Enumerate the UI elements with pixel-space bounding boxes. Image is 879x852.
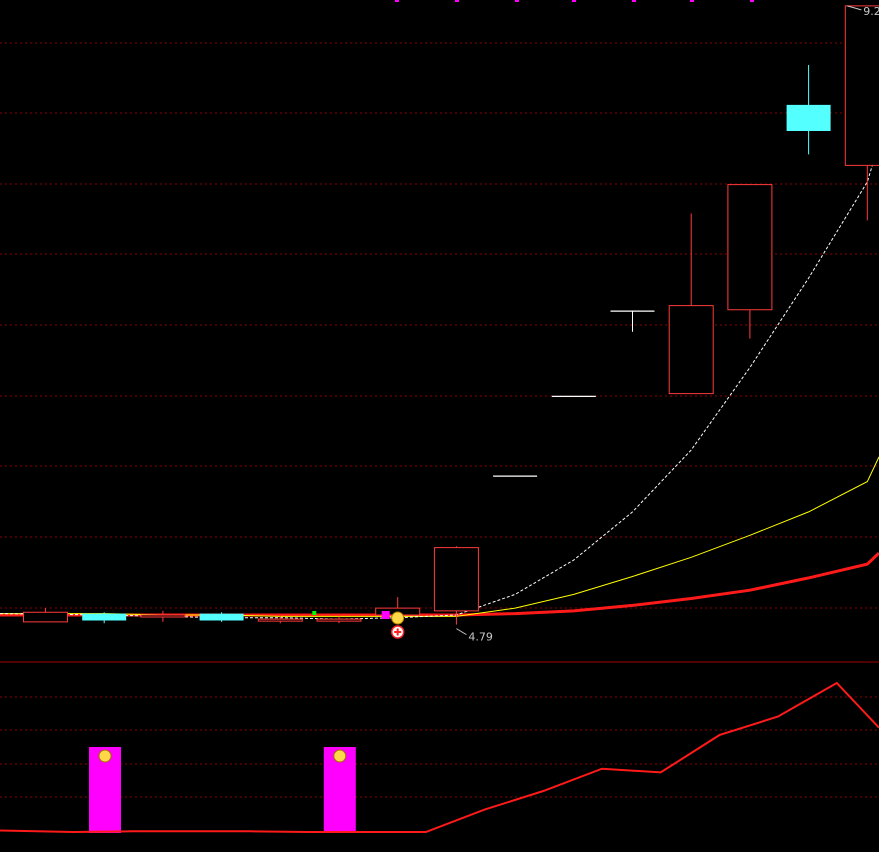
candle-body	[844, 5, 879, 166]
candle-body	[433, 547, 479, 612]
ma-fast-line	[0, 143, 879, 620]
candle-body	[727, 184, 773, 311]
candle	[786, 65, 831, 155]
top-tick	[750, 0, 754, 2]
candle	[199, 612, 244, 622]
high-price-label: 9.28	[863, 5, 879, 18]
candle-body	[82, 613, 127, 621]
candle	[140, 610, 186, 622]
candle	[316, 616, 362, 624]
candle-body	[257, 618, 303, 622]
candle	[727, 184, 773, 339]
candle	[668, 213, 714, 395]
low-label-arrow	[456, 628, 467, 636]
candle-body	[316, 618, 362, 622]
indicator-panel	[0, 681, 879, 834]
candle-body	[786, 104, 831, 131]
candle	[23, 608, 68, 623]
ma-mid-line	[0, 456, 879, 617]
moving-averages	[0, 143, 879, 620]
smiley-icon	[391, 611, 405, 625]
top-tick	[395, 0, 399, 2]
gridlines	[0, 42, 879, 798]
money-bag-icon	[333, 749, 347, 763]
candle-body	[199, 613, 244, 621]
candle	[844, 5, 879, 221]
candle	[433, 546, 479, 625]
low-price-label: 4.79	[468, 631, 493, 644]
indicator-line	[0, 681, 879, 834]
candle-body	[140, 614, 186, 618]
signal-marker-small	[312, 611, 317, 615]
candle	[610, 310, 655, 332]
top-tick	[690, 0, 694, 2]
top-tick	[515, 0, 519, 2]
candle	[257, 616, 303, 624]
high-label-arrow	[847, 5, 862, 11]
signal-marks	[312, 0, 862, 639]
top-tick	[455, 0, 459, 2]
candle-body	[23, 611, 68, 623]
top-tick	[572, 0, 576, 2]
money-bag-icon	[98, 749, 112, 763]
signal-marker	[381, 611, 390, 619]
top-tick	[632, 0, 636, 2]
candles	[23, 5, 879, 625]
candle	[82, 612, 127, 624]
candle-body	[668, 305, 714, 395]
